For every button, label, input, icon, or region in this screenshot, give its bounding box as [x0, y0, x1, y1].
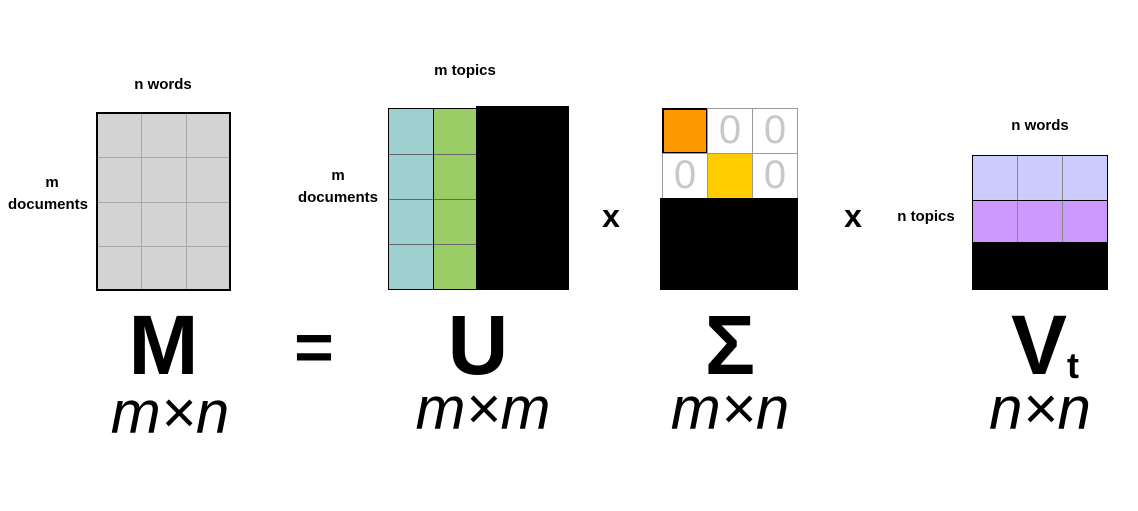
matrix-sigma: 0 0 0 0 [660, 108, 798, 290]
times-sign-2: x [844, 198, 862, 234]
vt-row-2-grid-1 [1017, 201, 1018, 245]
u-column-2-grid-3 [434, 244, 477, 245]
u-side-label-m: m [331, 167, 345, 184]
vt-dimension: n×n [989, 375, 1091, 442]
times-sign-1: x [602, 198, 620, 234]
sigma-dimension: m×n [670, 375, 790, 442]
matrix-vt [972, 155, 1108, 290]
vt-row-1 [972, 155, 1108, 201]
sigma-zero-2: 0 [752, 108, 798, 154]
sigma-symbol: Σ [704, 298, 756, 392]
m-dimension: m×n [110, 379, 230, 446]
sigma-zero-4: 0 [752, 153, 798, 199]
sigma-zero-3: 0 [662, 153, 708, 199]
matrix-m [96, 112, 231, 291]
equals-sign: = [294, 309, 334, 385]
sigma-masked-block [660, 198, 798, 290]
u-column-2-grid-1 [434, 154, 477, 155]
vt-row-2-grid-2 [1062, 201, 1063, 245]
vt-symbol: Vt [990, 300, 1100, 411]
matrix-m-grid-v2 [186, 114, 187, 289]
m-top-label: n words [134, 76, 192, 93]
u-dimension: m×m [415, 375, 551, 442]
u-column-1-grid-3 [389, 244, 433, 245]
u-column-1 [388, 108, 434, 290]
vt-row-1-grid-2 [1062, 156, 1063, 200]
u-side-label-documents: documents [297, 189, 378, 206]
u-column-1-grid-1 [389, 154, 433, 155]
u-column-1-grid-2 [389, 199, 433, 200]
matrix-m-grid-h1 [98, 157, 229, 158]
sigma-zero-1: 0 [707, 108, 753, 154]
m-symbol: M [128, 298, 199, 392]
u-symbol: U [447, 298, 509, 392]
vt-symbol-subscript: t [1067, 345, 1080, 386]
m-side-label-m: m [45, 174, 59, 191]
vt-masked-block [972, 242, 1108, 290]
vt-top-label: n words [1011, 117, 1069, 134]
matrix-m-grid-h2 [98, 202, 229, 203]
sigma-diagonal-1 [662, 108, 708, 154]
u-masked-block [476, 106, 569, 290]
vt-row-1-grid-1 [1017, 156, 1018, 200]
matrix-m-grid-h3 [98, 246, 229, 247]
sigma-diagonal-2 [707, 153, 753, 199]
vt-symbol-letter: V [1010, 298, 1068, 392]
vt-row-2 [972, 200, 1108, 246]
matrix-u [388, 106, 569, 290]
u-top-label: m topics [434, 62, 496, 79]
matrix-m-grid-v1 [141, 114, 142, 289]
m-side-label-documents: documents [7, 196, 88, 213]
u-column-2-grid-2 [434, 199, 477, 200]
u-column-2 [433, 108, 478, 290]
vt-side-label: n topics [897, 208, 955, 225]
